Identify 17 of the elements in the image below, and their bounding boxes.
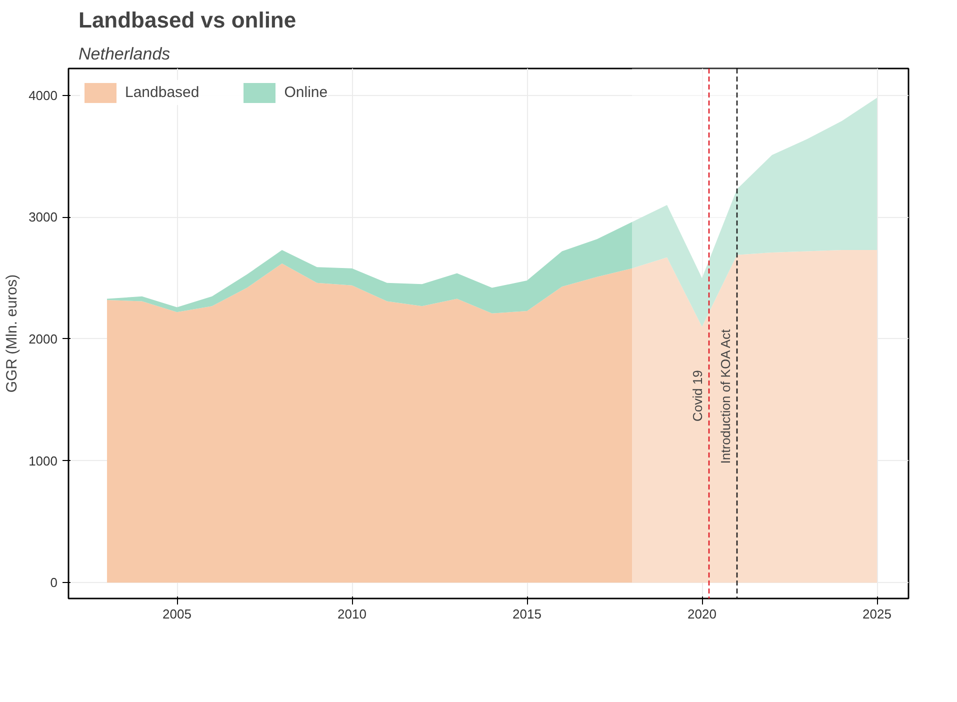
y-tick-label: 4000	[28, 88, 58, 103]
x-tick-label: 2025	[862, 606, 892, 622]
x-tick-label: 2010	[338, 606, 366, 622]
legend-label: Landbased	[125, 84, 200, 101]
y-tick-label: 1000	[28, 453, 58, 468]
y-tick-label: 2000	[28, 331, 58, 346]
y-axis-title: GGR (Mln. euros)	[4, 274, 21, 393]
y-tick-label: 0	[50, 575, 58, 590]
y-tick-label: 3000	[28, 210, 58, 225]
legend-label: Online	[284, 84, 328, 101]
ref-line-label: Introduction of KOA Act	[718, 328, 733, 464]
ref-line-label: Covid 19	[690, 370, 705, 422]
x-tick-label: 2020	[688, 606, 716, 622]
x-tick-label: 2015	[512, 606, 542, 622]
x-tick-label: 2005	[162, 606, 192, 622]
chart-subtitle: Netherlands	[78, 44, 171, 64]
chart-title: Landbased vs online	[78, 8, 296, 32]
